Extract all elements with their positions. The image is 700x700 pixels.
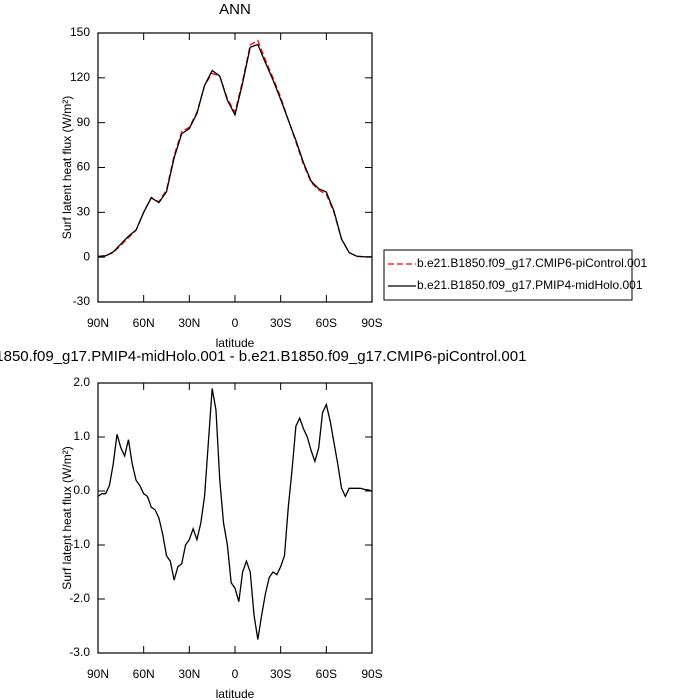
x-tick-label: 90S xyxy=(361,316,382,330)
x-tick-label: 90N xyxy=(87,667,109,681)
x-tick-label: 60N xyxy=(133,667,155,681)
x-tick-label: 0 xyxy=(232,667,239,681)
x-tick-label: 30N xyxy=(178,667,200,681)
legend-label: b.e21.B1850.f09_g17.PMIP4-midHolo.001 xyxy=(417,278,643,292)
y-tick-label: 30 xyxy=(77,205,91,219)
x-tick-label: 60N xyxy=(133,316,155,330)
x-tick-label: 30S xyxy=(270,316,291,330)
x-tick-label: 90N xyxy=(87,316,109,330)
y-tick-label: 150 xyxy=(70,25,90,39)
y-axis-label: Surf latent heat flux (W/m²) xyxy=(60,96,74,239)
plot-frame xyxy=(97,382,373,654)
y-tick-label: -30 xyxy=(73,294,91,308)
y-tick-label: 90 xyxy=(77,115,91,129)
y-tick-label: 2.0 xyxy=(73,375,90,389)
x-tick-label: 30N xyxy=(178,316,200,330)
x-tick-label: 30S xyxy=(270,667,291,681)
y-tick-label: 0.0 xyxy=(73,483,90,497)
x-tick-label: 90S xyxy=(361,667,382,681)
y-tick-label: 60 xyxy=(77,160,91,174)
x-tick-label: 0 xyxy=(232,316,239,330)
data-line xyxy=(97,388,373,640)
legend-box xyxy=(383,249,633,301)
chart-title: ANN xyxy=(219,1,251,18)
x-tick-label: 60S xyxy=(316,316,337,330)
y-tick-label: -2.0 xyxy=(69,591,90,605)
legend-label: b.e21.B1850.f09_g17.CMIP6-piControl.001 xyxy=(417,256,647,270)
y-tick-label: 0 xyxy=(83,249,90,263)
y-axis-label: Surf latent heat flux (W/m²) xyxy=(60,446,74,589)
x-axis-label: latitude xyxy=(216,336,255,350)
chart-title: b.e21.B1850.f09_g17.PMIP4-midHolo.001 - … xyxy=(0,348,526,365)
x-tick-label: 60S xyxy=(316,667,337,681)
data-line xyxy=(97,43,373,258)
y-tick-label: -1.0 xyxy=(69,537,90,551)
y-tick-label: -3.0 xyxy=(69,645,90,659)
x-axis-label: latitude xyxy=(216,687,255,700)
y-tick-label: 120 xyxy=(70,70,90,84)
y-tick-label: 1.0 xyxy=(73,429,90,443)
plot-frame xyxy=(97,32,373,303)
